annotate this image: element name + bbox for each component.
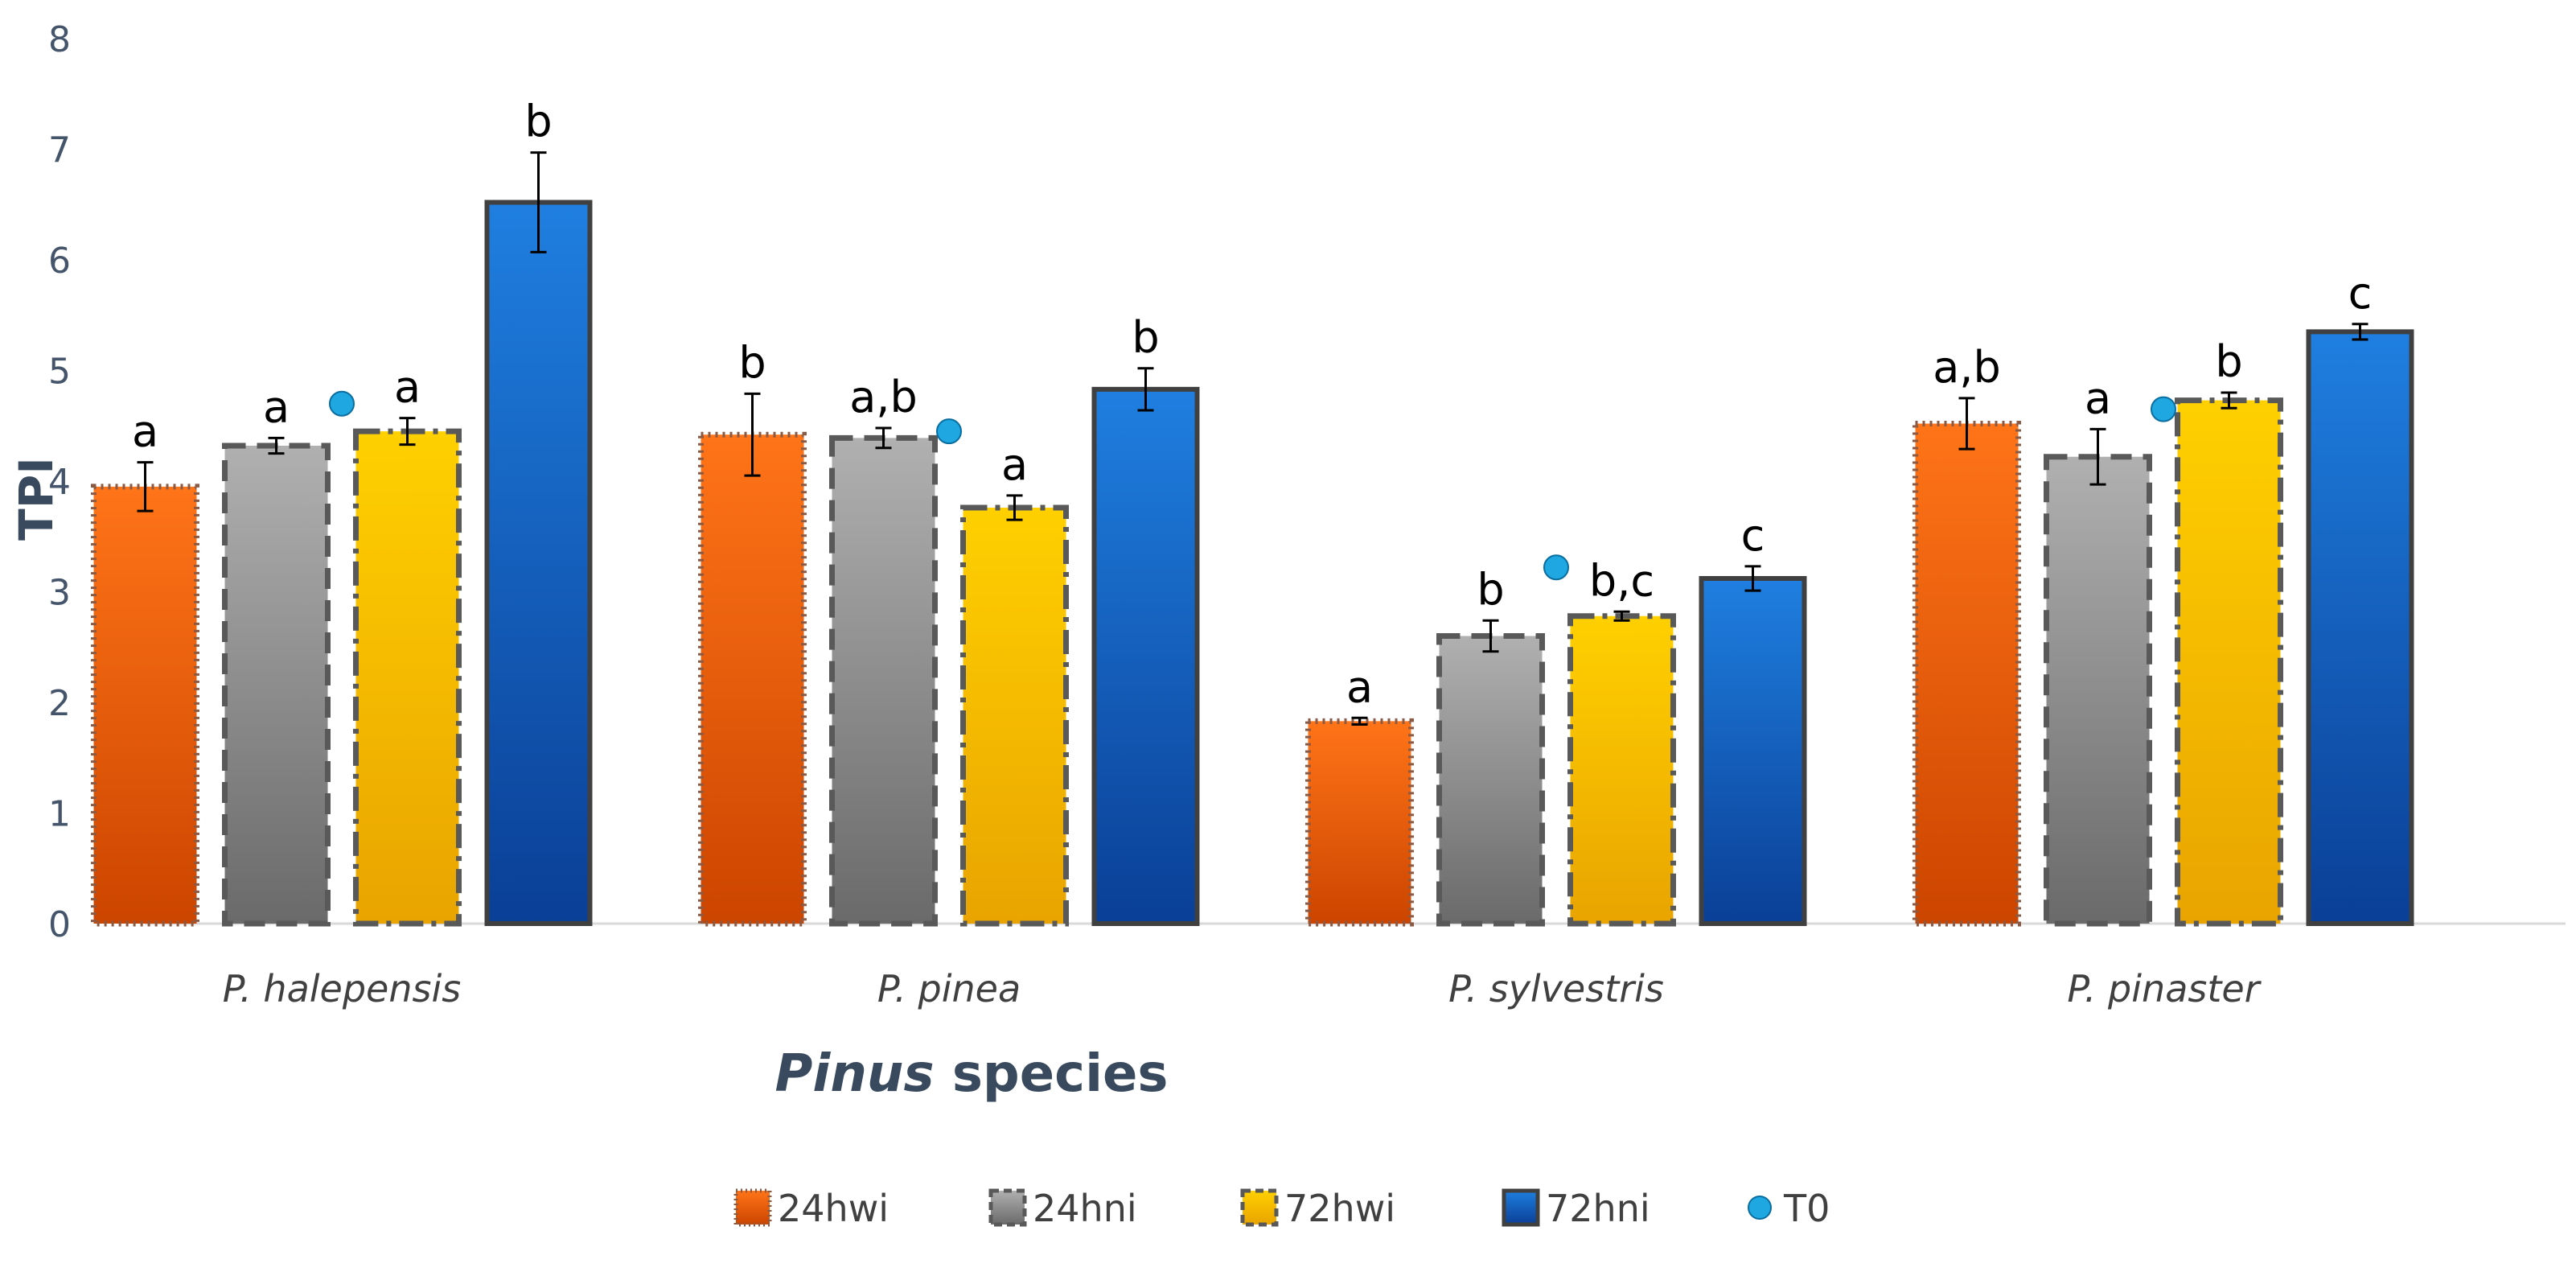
legend-swatch-24hwi <box>733 1188 772 1227</box>
y-tick-label: 5 <box>48 352 71 393</box>
bar-72hni <box>2306 329 2414 926</box>
bar-72hwi <box>353 428 462 927</box>
significance-letter: a <box>2085 373 2111 423</box>
significance-letter: b,c <box>1589 555 1654 606</box>
legend-label: 72hni <box>1546 1187 1650 1230</box>
significance-letter: c <box>1741 510 1765 561</box>
significance-letter: a,b <box>849 372 918 422</box>
legend-swatch-72hwi <box>1240 1188 1279 1227</box>
significance-letter: b <box>2215 336 2242 387</box>
x-category-label: P. pinea <box>877 967 1021 1011</box>
x-axis-title: Pinus species <box>774 1044 1168 1104</box>
bar-24hni <box>222 442 331 927</box>
y-tick-label: 2 <box>48 683 71 724</box>
bar-24hwi <box>1912 421 2021 927</box>
significance-letter: a <box>1346 661 1373 712</box>
bar-24hwi <box>91 484 199 927</box>
y-axis: 0 1 2 3 4 5 6 7 8 <box>48 19 71 945</box>
y-tick-label: 7 <box>48 130 71 171</box>
x-category-label: P. pinaster <box>2067 967 2262 1011</box>
bar-24hni <box>2044 454 2152 927</box>
legend-swatch-24hni <box>988 1188 1027 1227</box>
x-category-label: P. sylvestris <box>1448 967 1664 1011</box>
legend: 24hwi 24hni 72hwi 72hni T0 <box>733 1187 1830 1230</box>
significance-letter: a <box>394 362 421 413</box>
bar-72hni <box>484 200 593 926</box>
significance-letter: b <box>524 97 552 147</box>
significance-letter: a,b <box>1933 342 2001 393</box>
y-tick-label: 8 <box>48 19 71 60</box>
bar-72hwi <box>960 504 1069 927</box>
bar-24hwi <box>1305 718 1414 927</box>
bar-72hwi <box>1567 613 1676 927</box>
y-tick-label: 3 <box>48 573 71 614</box>
bar-24hwi <box>698 431 807 927</box>
t0-marker <box>936 418 962 445</box>
significance-letter: a <box>263 381 290 432</box>
legend-label: 72hwi <box>1284 1187 1395 1230</box>
bar-24hni <box>1436 633 1545 927</box>
bars: a a a b b a,b a b a b b,c c a,b a b c <box>91 97 2414 927</box>
x-axis-title-genus: Pinus <box>774 1044 934 1104</box>
legend-swatch-72hni <box>1502 1188 1540 1227</box>
legend-label: 24hni <box>1033 1187 1137 1230</box>
t0-marker <box>2151 396 2176 422</box>
significance-letter: a <box>132 406 158 457</box>
t0-marker <box>329 390 355 417</box>
y-tick-label: 6 <box>48 241 71 282</box>
significance-letter: b <box>1477 564 1504 615</box>
bar-72hni <box>1699 576 1807 926</box>
significance-letter: b <box>738 337 766 388</box>
legend-label: 24hwi <box>778 1187 889 1230</box>
bar-72hwi <box>2175 397 2283 927</box>
y-tick-label: 0 <box>48 904 71 945</box>
significance-letter: c <box>2348 268 2373 319</box>
x-axis-title-rest: species <box>935 1044 1169 1104</box>
bar-72hni <box>1091 386 1200 926</box>
significance-letter: a <box>1001 439 1028 490</box>
x-axis-categories: P. halepensis P. pinea P. sylvestris P. pin… <box>223 967 2262 1011</box>
y-axis-title: TPI <box>9 457 64 541</box>
legend-swatch-T0 <box>1748 1196 1772 1220</box>
legend-label: T0 <box>1783 1187 1830 1230</box>
x-category-label: P. halepensis <box>223 967 461 1011</box>
t0-marker <box>1543 554 1569 581</box>
bar-24hni <box>829 434 938 927</box>
significance-letter: b <box>1132 312 1159 363</box>
y-tick-label: 4 <box>48 462 71 503</box>
y-tick-label: 1 <box>48 794 71 835</box>
